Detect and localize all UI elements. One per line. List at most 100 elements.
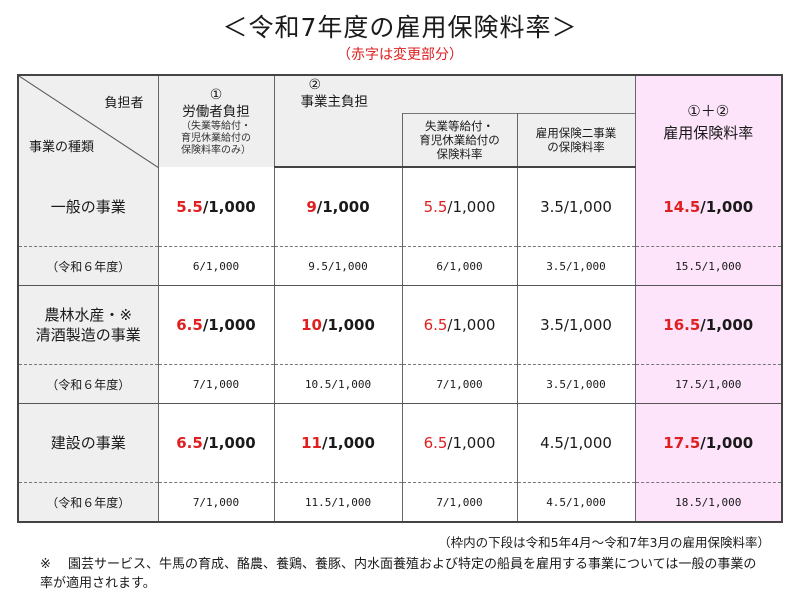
rate-row-current: 一般の事業 5.5/1,000 9/1,000 5.5/1,000 3.5/1,000 1… (17, 167, 783, 247)
previous-rate-value: 3.5/1,000 (516, 246, 636, 286)
previous-year-label: （令和６年度） (17, 246, 159, 286)
rate-value-cell: 6.5/1,000 (157, 285, 275, 365)
business-type-label-line: 清酒製造の事業 (35, 326, 141, 344)
employer-two-projects-line-2: の保険料率 (547, 139, 605, 154)
business-type-label-line: 一般の事業 (50, 197, 126, 216)
changed-rate-numerator: 9 (306, 198, 317, 216)
rate-denominator: 3.5/1,000 (540, 198, 612, 216)
business-type-label-line: 農林水産・※ (44, 306, 133, 324)
rate-value-cell: 16.5/1,000 (634, 285, 783, 365)
previous-rate-value: 15.5/1,000 (634, 246, 783, 286)
rate-denominator: /1,000 (321, 316, 375, 334)
previous-rate-value: 7/1,000 (157, 364, 275, 404)
footnote: ※ 園芸サービス、牛馬の育成、酪農、養鶏、養豚、内水面養殖および特定の船員を雇用す… (40, 555, 765, 593)
rate-denominator: 3.5/1,000 (540, 316, 612, 334)
changed-rate-numerator: 14.5 (663, 197, 701, 216)
previous-rate-value: 3.5/1,000 (516, 364, 636, 404)
rate-value-cell: 11/1,000 (273, 403, 403, 483)
page-subtitle: （赤字は変更部分） (337, 47, 463, 63)
worker-share-label: 労働者負担 (182, 103, 250, 120)
rate-value-cell: 17.5/1,000 (634, 403, 783, 483)
payer-header-label: 負担者 (104, 96, 144, 111)
rate-denominator: /1,000 (202, 316, 256, 334)
rate-value-cell: 6.5/1,000 (401, 403, 518, 483)
previous-rate-value: 17.5/1,000 (634, 364, 783, 404)
rate-denominator: /1,000 (447, 316, 496, 334)
footnote-mark: ※ (40, 557, 51, 572)
changed-rate-numerator: 6.5 (176, 316, 203, 334)
rate-value-cell: 10/1,000 (273, 285, 403, 365)
rate-row-previous: （令和６年度） 7/1,000 10.5/1,000 7/1,000 3.5/1,000… (17, 364, 783, 404)
total-rate-label: 雇用保険料率 (663, 123, 754, 142)
footnote-text: 園芸サービス、牛馬の育成、酪農、養鶏、養豚、内水面養殖および特定の船員を雇用する… (40, 557, 757, 591)
diagonal-header-cell: 負担者 事業の種類 (17, 75, 159, 168)
changed-rate-numerator: 6.5 (176, 434, 203, 452)
employer-share-header: ② 事業主負担 (273, 75, 636, 113)
employer-share-label: 事業主負担 (300, 94, 369, 111)
employer-unemployment-line-3: 保険料率 (436, 146, 483, 161)
worker-share-number: ① (209, 86, 223, 103)
rate-denominator: 4.5/1,000 (540, 434, 612, 452)
previous-rate-value: 7/1,000 (401, 482, 518, 522)
total-rate-number: ①＋② (687, 101, 730, 120)
worker-share-note-2: 育児休業給付の (181, 132, 251, 144)
business-type-label: 一般の事業 (17, 167, 159, 247)
rate-denominator: /1,000 (202, 434, 256, 452)
employer-spacer-cell (274, 113, 403, 168)
changed-rate-numerator: 5.5 (176, 197, 203, 216)
rate-value-cell: 5.5/1,000 (401, 167, 518, 247)
rate-denominator: /1,000 (700, 434, 754, 452)
previous-rate-value: 7/1,000 (401, 364, 518, 404)
changed-rate-numerator: 6.5 (423, 434, 448, 452)
changed-rate-numerator: 17.5 (663, 434, 701, 452)
rate-denominator: /1,000 (202, 197, 256, 216)
rate-value-cell: 3.5/1,000 (516, 167, 636, 247)
changed-rate-numerator: 6.5 (423, 316, 448, 334)
previous-year-label: （令和６年度） (17, 364, 159, 404)
rate-row-previous: （令和６年度） 7/1,000 11.5/1,000 7/1,000 4.5/1,000… (17, 482, 783, 522)
previous-rate-value: 6/1,000 (401, 246, 518, 286)
worker-share-note-3: 保険料率のみ） (181, 144, 251, 156)
rate-denominator: /1,000 (316, 198, 370, 216)
business-type-label: 建設の事業 (17, 403, 159, 483)
rate-denominator: /1,000 (447, 434, 496, 452)
total-rate-header: ①＋② 雇用保険料率 (634, 75, 783, 167)
rate-value-cell: 6.5/1,000 (401, 285, 518, 365)
employer-two-projects-header: 雇用保険二事業 の保険料率 (516, 112, 636, 168)
previous-rate-value: 7/1,000 (157, 482, 275, 522)
rate-row-current: 建設の事業 6.5/1,000 11/1,000 6.5/1,000 4.5/1,000… (17, 403, 783, 483)
previous-year-label: （令和６年度） (17, 482, 159, 522)
table-footer-note: （枠内の下段は令和5年4月～令和7年3月の雇用保険料率） (438, 535, 770, 550)
rate-row-current: 農林水産・※ 清酒製造の事業 6.5/1,000 10/1,000 6.5/1,000 3… (17, 285, 783, 365)
previous-rate-value: 6/1,000 (157, 246, 275, 286)
previous-rate-value: 11.5/1,000 (273, 482, 403, 522)
employer-unemployment-header: 失業等給付・ 育児休業給付の 保険料率 (401, 112, 518, 168)
rate-row-previous: （令和６年度） 6/1,000 9.5/1,000 6/1,000 3.5/1,000 1… (17, 246, 783, 286)
rate-value-cell: 3.5/1,000 (516, 285, 636, 365)
rate-value-cell: 5.5/1,000 (157, 167, 275, 247)
rate-table: 負担者 事業の種類 ① 労働者負担 （失業等給付・ 育児休業給付の 保険料率のみ… (17, 74, 783, 523)
previous-rate-value: 18.5/1,000 (634, 482, 783, 522)
diagonal-divider (19, 76, 159, 168)
worker-share-note-1: （失業等給付・ (181, 120, 251, 132)
rate-denominator: /1,000 (447, 198, 496, 216)
previous-rate-value: 4.5/1,000 (516, 482, 636, 522)
rate-denominator: /1,000 (321, 434, 375, 452)
changed-rate-numerator: 5.5 (423, 198, 448, 216)
changed-rate-numerator: 11 (301, 434, 322, 452)
rate-value-cell: 14.5/1,000 (634, 167, 783, 247)
business-type-label-line: 建設の事業 (50, 434, 126, 452)
employer-share-number: ② (308, 77, 322, 94)
previous-rate-value: 10.5/1,000 (273, 364, 403, 404)
rate-value-cell: 9/1,000 (273, 167, 403, 247)
rate-denominator: /1,000 (700, 197, 754, 216)
previous-rate-value: 9.5/1,000 (273, 246, 403, 286)
changed-rate-numerator: 16.5 (663, 316, 701, 334)
rate-table-body: 一般の事業 5.5/1,000 9/1,000 5.5/1,000 3.5/1,000 1… (17, 167, 783, 522)
employer-two-projects-line-1: 雇用保険二事業 (535, 125, 617, 140)
rate-value-cell: 6.5/1,000 (157, 403, 275, 483)
business-type-header-label: 事業の種類 (29, 140, 95, 155)
business-type-label: 農林水産・※ 清酒製造の事業 (17, 285, 159, 365)
rate-denominator: /1,000 (700, 316, 754, 334)
rate-value-cell: 4.5/1,000 (516, 403, 636, 483)
